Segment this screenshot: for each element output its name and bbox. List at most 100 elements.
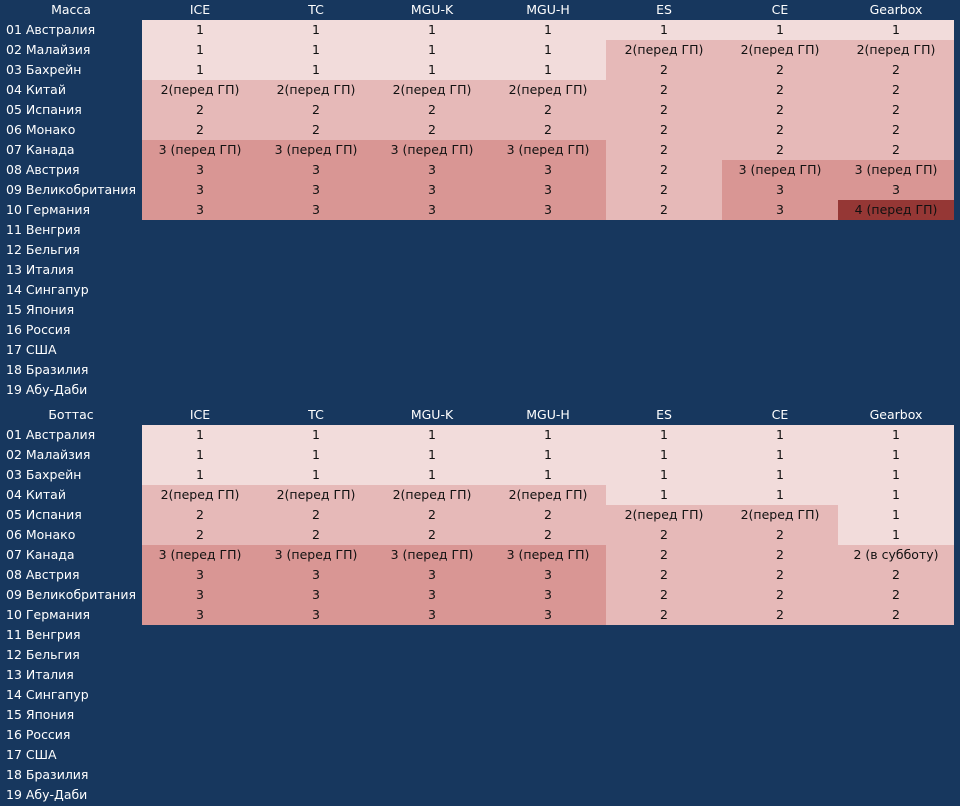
data-cell[interactable]: [374, 320, 490, 340]
data-cell[interactable]: 2 (в субботу): [838, 545, 954, 565]
data-cell[interactable]: [258, 765, 374, 785]
data-cell[interactable]: 1: [374, 40, 490, 60]
data-cell[interactable]: [490, 745, 606, 765]
data-cell[interactable]: 2: [606, 80, 722, 100]
data-cell[interactable]: 2: [606, 60, 722, 80]
data-cell[interactable]: 3: [258, 605, 374, 625]
data-cell[interactable]: 2: [606, 200, 722, 220]
data-cell[interactable]: [838, 765, 954, 785]
data-cell[interactable]: 3 (перед ГП): [490, 140, 606, 160]
data-cell[interactable]: [490, 705, 606, 725]
data-cell[interactable]: 1: [142, 60, 258, 80]
data-cell[interactable]: 1: [722, 20, 838, 40]
data-cell[interactable]: [258, 745, 374, 765]
data-cell[interactable]: 2: [838, 585, 954, 605]
data-cell[interactable]: [722, 260, 838, 280]
data-cell[interactable]: [838, 240, 954, 260]
data-cell[interactable]: [490, 685, 606, 705]
data-cell[interactable]: 2(перед ГП): [606, 40, 722, 60]
data-cell[interactable]: 1: [838, 20, 954, 40]
data-cell[interactable]: [722, 725, 838, 745]
data-cell[interactable]: 2: [722, 100, 838, 120]
race-label[interactable]: 02 Малайзия: [6, 42, 91, 57]
data-cell[interactable]: [838, 745, 954, 765]
race-label[interactable]: 11 Венгрия: [6, 627, 81, 642]
data-cell[interactable]: 2: [142, 100, 258, 120]
data-cell[interactable]: 1: [606, 465, 722, 485]
data-cell[interactable]: 3: [490, 160, 606, 180]
data-cell[interactable]: 2: [258, 505, 374, 525]
data-cell[interactable]: [606, 645, 722, 665]
data-cell[interactable]: 3: [490, 565, 606, 585]
table-title[interactable]: Боттас: [48, 407, 94, 422]
data-cell[interactable]: [142, 765, 258, 785]
data-cell[interactable]: [258, 220, 374, 240]
data-cell[interactable]: 3: [374, 605, 490, 625]
data-cell[interactable]: 2(перед ГП): [490, 485, 606, 505]
data-cell[interactable]: [142, 240, 258, 260]
column-header-ce[interactable]: CE: [771, 2, 789, 17]
data-cell[interactable]: [374, 725, 490, 745]
data-cell[interactable]: 3 (перед ГП): [722, 160, 838, 180]
data-cell[interactable]: [606, 765, 722, 785]
race-label[interactable]: 19 Абу-Даби: [6, 787, 88, 802]
data-cell[interactable]: [722, 785, 838, 805]
data-cell[interactable]: [606, 320, 722, 340]
data-cell[interactable]: 1: [374, 445, 490, 465]
data-cell[interactable]: 2: [838, 140, 954, 160]
data-cell[interactable]: [374, 280, 490, 300]
data-cell[interactable]: [606, 685, 722, 705]
race-label[interactable]: 17 США: [6, 747, 57, 762]
data-cell[interactable]: [838, 340, 954, 360]
data-cell[interactable]: 2: [722, 545, 838, 565]
race-label[interactable]: 16 Россия: [6, 322, 71, 337]
data-cell[interactable]: [490, 725, 606, 745]
data-cell[interactable]: [374, 705, 490, 725]
data-cell[interactable]: 2: [722, 585, 838, 605]
data-cell[interactable]: 1: [258, 60, 374, 80]
column-header-es[interactable]: ES: [656, 2, 672, 17]
column-header-ice[interactable]: ICE: [189, 2, 211, 17]
race-label[interactable]: 07 Канада: [6, 142, 75, 157]
data-cell[interactable]: [258, 645, 374, 665]
data-cell[interactable]: [490, 240, 606, 260]
data-cell[interactable]: [838, 725, 954, 745]
data-cell[interactable]: [142, 260, 258, 280]
data-cell[interactable]: [490, 300, 606, 320]
data-cell[interactable]: [722, 665, 838, 685]
data-cell[interactable]: 2: [490, 120, 606, 140]
data-cell[interactable]: [258, 340, 374, 360]
race-label[interactable]: 12 Бельгия: [6, 647, 80, 662]
data-cell[interactable]: [722, 625, 838, 645]
data-cell[interactable]: 3: [374, 565, 490, 585]
data-cell[interactable]: 1: [606, 485, 722, 505]
data-cell[interactable]: [374, 240, 490, 260]
data-cell[interactable]: [374, 360, 490, 380]
data-cell[interactable]: 2: [722, 525, 838, 545]
data-cell[interactable]: 2: [374, 505, 490, 525]
data-cell[interactable]: [374, 685, 490, 705]
data-cell[interactable]: [142, 705, 258, 725]
data-cell[interactable]: [374, 300, 490, 320]
data-cell[interactable]: [838, 260, 954, 280]
data-cell[interactable]: 1: [838, 485, 954, 505]
data-cell[interactable]: [258, 320, 374, 340]
data-cell[interactable]: 1: [838, 445, 954, 465]
data-cell[interactable]: [258, 725, 374, 745]
data-cell[interactable]: [374, 260, 490, 280]
data-cell[interactable]: [490, 380, 606, 400]
data-cell[interactable]: 2: [722, 120, 838, 140]
data-cell[interactable]: [490, 625, 606, 645]
data-cell[interactable]: 1: [838, 425, 954, 445]
data-cell[interactable]: 3 (перед ГП): [258, 140, 374, 160]
data-cell[interactable]: 3: [374, 180, 490, 200]
data-cell[interactable]: 1: [838, 505, 954, 525]
column-header-es[interactable]: ES: [656, 407, 672, 422]
data-cell[interactable]: 2: [722, 565, 838, 585]
data-cell[interactable]: 2: [142, 525, 258, 545]
data-cell[interactable]: 3: [374, 200, 490, 220]
data-cell[interactable]: [722, 280, 838, 300]
data-cell[interactable]: [374, 380, 490, 400]
data-cell[interactable]: [142, 300, 258, 320]
column-header-gearbox[interactable]: Gearbox: [869, 407, 923, 422]
